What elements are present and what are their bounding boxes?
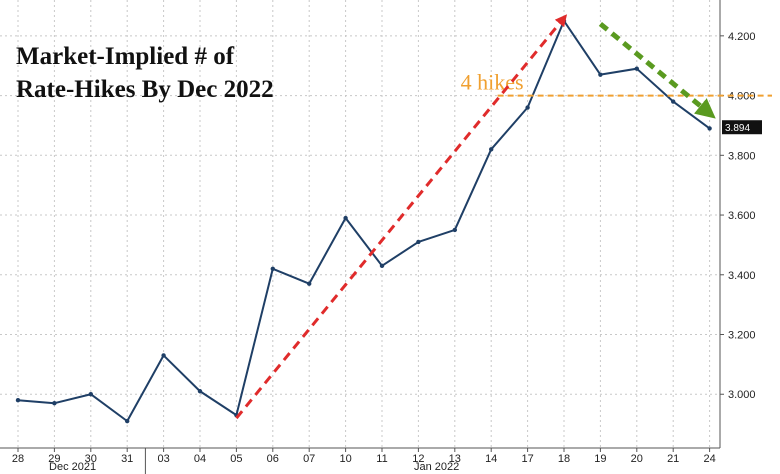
x-tick-label: 12 <box>412 453 424 465</box>
trend-arrow <box>235 14 568 420</box>
data-point <box>489 147 494 152</box>
data-point <box>634 66 639 71</box>
x-tick-label: 31 <box>121 453 133 465</box>
x-tick-label: 06 <box>267 453 279 465</box>
last-value-box <box>722 120 762 135</box>
chart-title-line-2: Rate-Hikes By Dec 2022 <box>16 76 274 103</box>
month-label: Dec 2021 <box>49 461 96 473</box>
x-tick-label: 03 <box>157 453 169 465</box>
y-tick-label: 3.000 <box>728 389 756 401</box>
trend-arrow <box>598 21 716 119</box>
x-tick-label: 18 <box>558 453 570 465</box>
y-tick-label: 3.600 <box>728 210 756 222</box>
chart-title: Market-Implied # of Rate-Hikes By Dec 20… <box>16 40 274 106</box>
x-tick-label: 14 <box>485 453 497 465</box>
x-tick-label: 11 <box>376 453 387 465</box>
data-point <box>88 392 94 397</box>
y-tick-label: 4.200 <box>728 31 756 43</box>
data-point <box>15 398 21 403</box>
y-tick-label: 3.800 <box>728 150 756 162</box>
x-tick-label: 24 <box>703 453 715 465</box>
x-tick-label: 13 <box>449 453 461 465</box>
data-point <box>525 105 530 110</box>
x-tick-label: 29 <box>48 453 60 465</box>
data-point <box>125 418 130 424</box>
data-point <box>598 72 603 77</box>
x-tick-label: 17 <box>521 453 533 465</box>
series-line <box>17 19 711 423</box>
data-point <box>52 401 57 406</box>
data-point <box>307 281 312 286</box>
x-tick-label: 19 <box>594 453 606 465</box>
data-point <box>161 353 166 358</box>
data-point <box>452 227 457 233</box>
data-point <box>343 215 348 221</box>
series-layer <box>15 18 712 424</box>
x-tick-label: 21 <box>667 453 679 465</box>
x-tick-label: 28 <box>12 453 24 465</box>
data-point <box>197 389 203 394</box>
x-tick-label: 05 <box>230 453 242 465</box>
x-tick-label: 20 <box>631 453 643 465</box>
data-point <box>379 263 385 269</box>
y-tick-label: 3.400 <box>728 270 756 282</box>
data-point <box>671 99 676 104</box>
data-point <box>416 239 421 245</box>
label-layer: 3.894 <box>722 120 762 135</box>
x-tick-label: 30 <box>85 453 97 465</box>
y-tick-label: 3.200 <box>728 330 756 342</box>
x-tick-label: 10 <box>339 453 351 465</box>
month-label: Jan 2022 <box>414 461 459 473</box>
x-tick-label: 07 <box>303 453 315 465</box>
last-value-label: 3.894 <box>725 123 750 134</box>
x-tick-label: 04 <box>194 453 206 465</box>
grid <box>0 0 720 448</box>
data-point <box>270 266 275 271</box>
chart-title-line-1: Market-Implied # of <box>16 43 235 70</box>
reference-label: 4 hikes <box>461 70 524 95</box>
reference-layer: 4 hikes <box>235 14 772 420</box>
data-point <box>707 126 712 131</box>
